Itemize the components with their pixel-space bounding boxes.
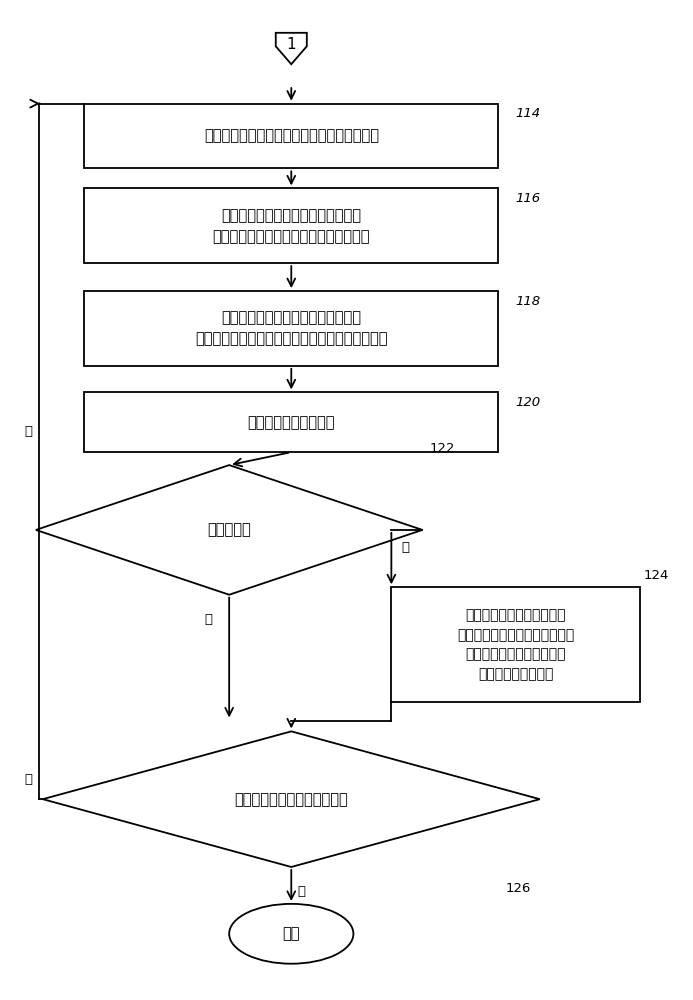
Bar — [85, 291, 498, 366]
Text: 选择在环境中检测到的人中的先前未选择的人: 选择在环境中检测到的人中的先前未选择的人 — [204, 129, 379, 144]
Bar — [85, 392, 498, 452]
Text: 118: 118 — [516, 295, 541, 308]
Text: 是: 是 — [297, 885, 306, 898]
Text: 已选择了所有所检测到的人？: 已选择了所有所检测到的人？ — [234, 792, 348, 807]
Text: 是: 是 — [401, 541, 409, 554]
Text: 116: 116 — [516, 192, 541, 205]
Bar — [392, 587, 640, 702]
Ellipse shape — [229, 904, 353, 964]
Polygon shape — [276, 33, 307, 64]
Text: 122: 122 — [430, 442, 455, 455]
Text: 尝试确认所选人的身份: 尝试确认所选人的身份 — [247, 415, 335, 430]
Text: 将为所选人生成的每个面部特性表征
存储在与用来实现处理的计算机相关联的存储器中: 将为所选人生成的每个面部特性表征 存储在与用来实现处理的计算机相关联的存储器中 — [195, 310, 387, 346]
Bar — [85, 188, 498, 263]
Text: 126: 126 — [505, 882, 531, 895]
Text: 将为所选人生成的每个面部特性表征
分配给专门为该人建立的未知个人标识符: 将为所选人生成的每个面部特性表征 分配给专门为该人建立的未知个人标识符 — [213, 208, 370, 244]
Text: 否: 否 — [24, 773, 33, 786]
Polygon shape — [43, 731, 540, 867]
Bar — [85, 104, 498, 168]
Text: 124: 124 — [643, 569, 669, 582]
Text: 1: 1 — [286, 37, 296, 52]
Text: 否: 否 — [24, 425, 33, 438]
Text: 否: 否 — [204, 613, 213, 626]
Text: 120: 120 — [516, 396, 541, 409]
Polygon shape — [36, 465, 423, 595]
Text: 将被分配给为所选人建立的
未知个人标识符的每个面部特性
表征重分配给为该人建立的
面部识别训练数据库: 将被分配给为所选人建立的 未知个人标识符的每个面部特性 表征重分配给为该人建立的… — [457, 608, 574, 681]
Text: 尝试成功？: 尝试成功？ — [207, 522, 251, 537]
Text: 114: 114 — [516, 107, 541, 120]
Text: 退出: 退出 — [283, 926, 300, 941]
